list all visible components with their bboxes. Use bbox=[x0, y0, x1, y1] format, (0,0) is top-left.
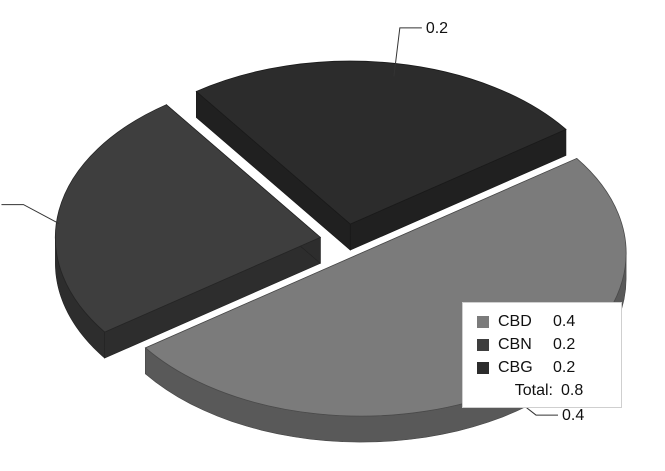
data-labels: 0.4 0.2 0.2 bbox=[426, 20, 585, 424]
slice-top-face bbox=[54, 104, 322, 333]
legend-value: 0.4 bbox=[553, 312, 576, 330]
legend-swatch-cbd bbox=[477, 315, 489, 328]
legend-swatch-cbg bbox=[477, 361, 489, 374]
slice-top-face bbox=[195, 60, 567, 225]
pie-slice-cbg bbox=[195, 60, 567, 251]
data-label-cbg: 0.2 bbox=[426, 20, 448, 37]
legend-entry-cbd: CBD 0.4 bbox=[477, 310, 613, 333]
pie-slice-cbn bbox=[54, 104, 322, 359]
leader-line bbox=[1, 204, 60, 224]
legend-value: 0.2 bbox=[553, 335, 576, 353]
data-label-cbd: 0.4 bbox=[562, 407, 584, 424]
legend-total: Total: 0.8 bbox=[477, 379, 613, 402]
leader-line bbox=[393, 27, 422, 77]
legend-entry-cbg: CBG 0.2 bbox=[477, 356, 613, 379]
chart-legend: CBD 0.4 CBN 0.2 CBG 0.2 Total: 0.8 bbox=[462, 302, 622, 408]
legend-entry-cbn: CBN 0.2 bbox=[477, 333, 613, 356]
legend-label: CBD bbox=[498, 312, 532, 330]
legend-label: CBG bbox=[498, 358, 533, 376]
legend-total-label: Total: bbox=[514, 381, 553, 399]
legend-swatch-cbn bbox=[477, 338, 489, 351]
legend-label: CBN bbox=[498, 335, 532, 353]
legend-value: 0.2 bbox=[553, 358, 576, 376]
legend-total-value: 0.8 bbox=[561, 381, 584, 399]
